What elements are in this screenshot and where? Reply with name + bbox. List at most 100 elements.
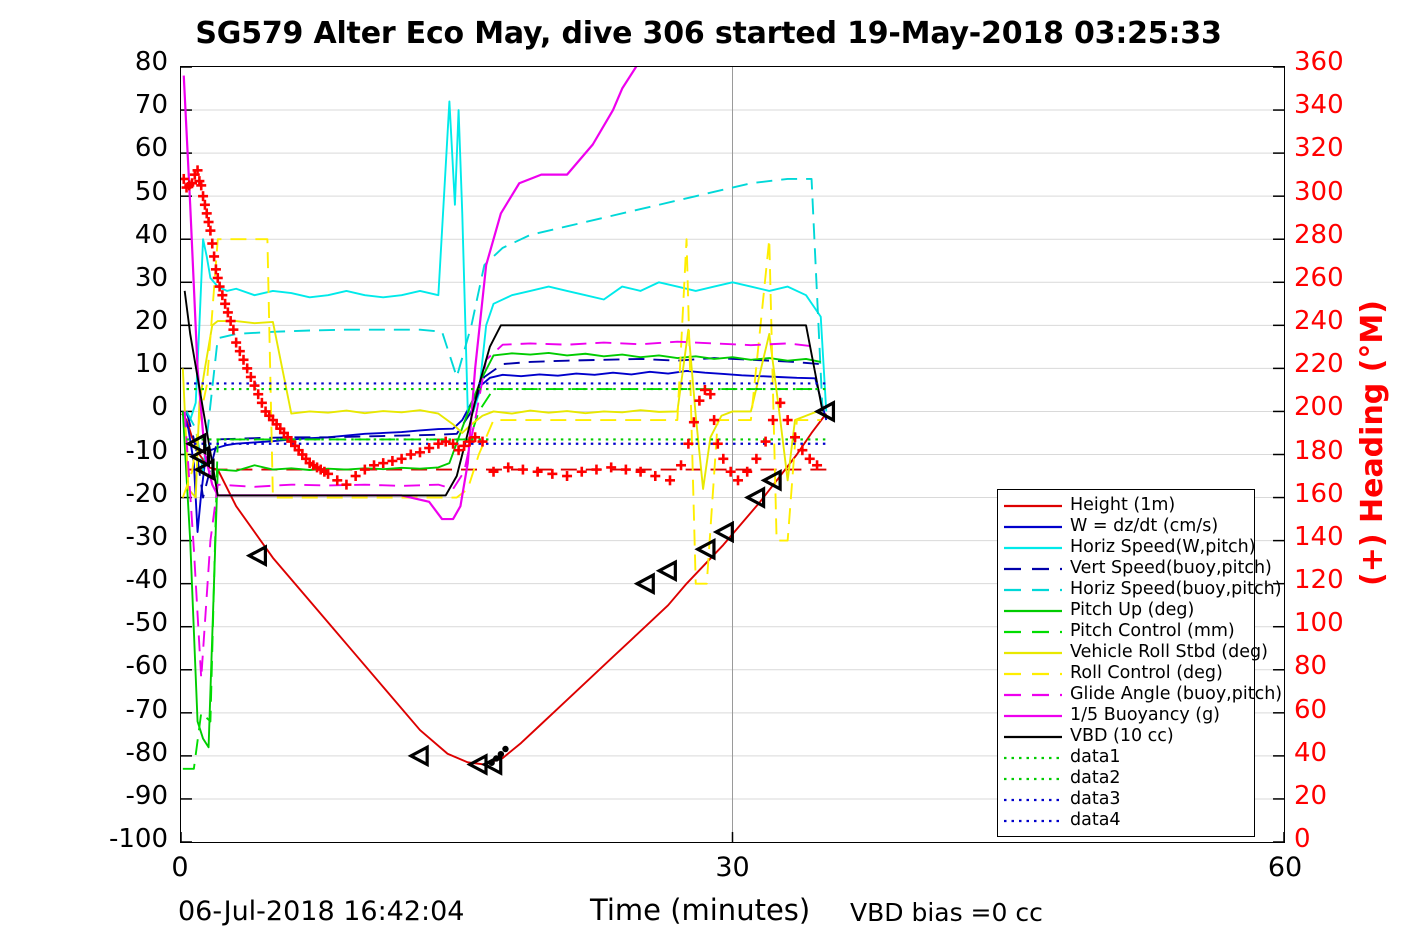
- legend-item[interactable]: W = dz/dt (cm/s): [1002, 516, 1250, 537]
- heading-point: [453, 445, 464, 456]
- legend-label: data1: [1070, 746, 1121, 767]
- legend-item[interactable]: Pitch Control (mm): [1002, 621, 1250, 642]
- legend-item[interactable]: data4: [1002, 810, 1250, 831]
- series-line: [181, 370, 828, 533]
- y-tick-left: 70: [134, 90, 168, 121]
- series-line: [185, 177, 824, 473]
- dive-marker-triangle: [813, 400, 836, 423]
- legend-swatch: [1002, 499, 1064, 513]
- y-tick-left: -20: [125, 478, 168, 509]
- legend-swatch: [1002, 625, 1064, 639]
- heading-point: [650, 471, 661, 482]
- heading-point: [201, 208, 212, 219]
- heading-point: [699, 384, 710, 395]
- legend-label: Pitch Control (mm): [1070, 620, 1235, 641]
- legend-item[interactable]: Vert Speed(buoy,pitch): [1002, 558, 1272, 579]
- heading-point: [187, 178, 198, 189]
- heading-point: [378, 458, 389, 469]
- heading-point: [470, 432, 481, 443]
- y-tick-right: 260: [1294, 262, 1344, 293]
- legend-label: Glide Angle (buoy,pitch): [1070, 683, 1283, 704]
- series-line: [182, 67, 638, 521]
- dive-marker-triangle: [655, 559, 677, 583]
- heading-point: [676, 460, 687, 471]
- dive-marker-triangle: [245, 544, 267, 567]
- heading-point: [709, 415, 720, 426]
- heading-point: [459, 440, 470, 451]
- footer-vbd-bias: VBD bias =0 cc: [850, 898, 1043, 927]
- legend-item[interactable]: Height (1m): [1002, 495, 1250, 516]
- legend-swatch: [1002, 772, 1064, 786]
- legend-swatch: [1002, 604, 1064, 618]
- dive-marker-dot: [497, 750, 505, 758]
- heading-point: [249, 380, 260, 391]
- heading-point: [464, 436, 475, 447]
- y-tick-right: 100: [1294, 608, 1344, 639]
- legend-item[interactable]: Horiz Speed(W,pitch): [1002, 537, 1256, 558]
- heading-point: [576, 466, 587, 477]
- heading-point: [477, 436, 488, 447]
- heading-point: [532, 466, 543, 477]
- heading-point: [231, 337, 242, 348]
- legend-label: Roll Control (deg): [1070, 662, 1223, 683]
- y-tick-left: 80: [134, 47, 168, 77]
- legend-item[interactable]: Roll Control (deg): [1002, 663, 1250, 684]
- data-layer: [181, 67, 836, 776]
- heading-point: [488, 466, 499, 477]
- y-tick-right: 60: [1294, 694, 1328, 725]
- legend-swatch: [1002, 814, 1064, 828]
- y-tick-right: 0: [1294, 824, 1311, 854]
- x-tick: 60: [1267, 852, 1303, 883]
- heading-point: [804, 453, 815, 464]
- y-tick-left: -70: [125, 694, 168, 725]
- legend-item[interactable]: VBD (10 cc): [1002, 726, 1250, 747]
- heading-point: [635, 466, 646, 477]
- dive-marker-triangle: [712, 520, 734, 544]
- legend-swatch: [1002, 751, 1064, 765]
- legend-swatch: [1002, 583, 1064, 597]
- heading-point: [245, 372, 256, 382]
- heading-point: [198, 191, 209, 202]
- y-tick-left: -30: [125, 521, 168, 552]
- legend-item[interactable]: Glide Angle (buoy,pitch): [1002, 684, 1282, 705]
- heading-point: [503, 462, 514, 473]
- heading-point: [341, 479, 352, 490]
- y-tick-right: 80: [1294, 651, 1328, 682]
- legend-label: data2: [1070, 767, 1121, 788]
- y-tick-left: -40: [125, 565, 168, 595]
- heading-point: [199, 199, 210, 210]
- legend-item[interactable]: data2: [1002, 768, 1250, 789]
- y-axis-right-title: (+) Heading (°M): [1355, 300, 1390, 587]
- legend-swatch: [1002, 667, 1064, 681]
- legend-item[interactable]: data3: [1002, 789, 1250, 810]
- dive-marker-triangle: [185, 432, 207, 456]
- dive-marker-dot: [488, 759, 495, 766]
- legend-item[interactable]: Pitch Up (deg): [1002, 600, 1250, 621]
- y-tick-left: -10: [125, 435, 168, 466]
- y-tick-right: 180: [1294, 435, 1344, 466]
- y-tick-left: -50: [125, 608, 168, 639]
- legend-swatch: [1002, 646, 1064, 660]
- y-tick-left: 20: [134, 306, 168, 336]
- heading-point: [214, 281, 225, 292]
- heading-point: [424, 443, 435, 454]
- dive-marker-triangle: [193, 458, 215, 481]
- heading-point: [705, 389, 716, 400]
- page-title: SG579 Alter Eco May, dive 306 started 19…: [195, 16, 1222, 51]
- legend-item[interactable]: 1/5 Buoyancy (g): [1002, 705, 1250, 726]
- legend-label: Horiz Speed(buoy,pitch): [1070, 578, 1282, 599]
- legend-item[interactable]: data1: [1002, 747, 1250, 768]
- heading-point: [414, 447, 425, 458]
- y-tick-left: 60: [134, 133, 168, 164]
- legend-label: Vehicle Roll Stbd (deg): [1070, 641, 1268, 662]
- heading-point: [359, 464, 370, 475]
- legend-item[interactable]: Vehicle Roll Stbd (deg): [1002, 642, 1268, 663]
- heading-point: [203, 217, 214, 227]
- heading-point: [225, 316, 236, 327]
- dive-marker-triangle: [633, 572, 655, 595]
- legend-swatch: [1002, 562, 1064, 576]
- legend-item[interactable]: Horiz Speed(buoy,pitch): [1002, 579, 1282, 600]
- dive-marker-dot: [493, 755, 500, 762]
- y-tick-right: 140: [1294, 521, 1344, 552]
- heading-point: [562, 471, 573, 482]
